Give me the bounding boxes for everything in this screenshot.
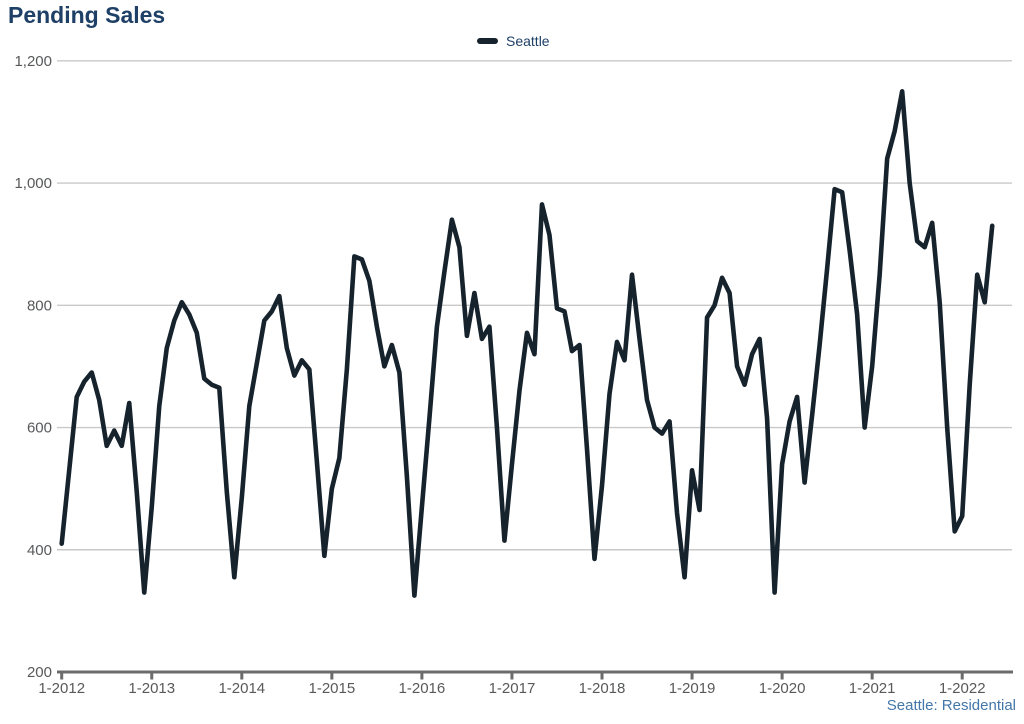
x-axis-label-1-2016: 1-2016 [399, 680, 446, 697]
x-axis-label-1-2015: 1-2015 [308, 680, 355, 697]
x-axis-label-1-2013: 1-2013 [128, 680, 175, 697]
y-axis-label-200: 200 [27, 664, 52, 681]
y-axis-label-1200: 1,200 [14, 53, 52, 70]
chart-legend: Seattle [477, 33, 550, 49]
y-axis-label-600: 600 [27, 420, 52, 437]
y-axis-label-800: 800 [27, 297, 52, 314]
x-axis-label-1-2021: 1-2021 [849, 680, 896, 697]
legend-label-seattle: Seattle [506, 33, 550, 49]
x-axis-label-1-2022: 1-2022 [939, 680, 986, 697]
y-axis-label-1000: 1,000 [14, 175, 52, 192]
x-axis-label-1-2019: 1-2019 [669, 680, 716, 697]
x-axis-label-1-2018: 1-2018 [579, 680, 626, 697]
x-axis-label-1-2020: 1-2020 [759, 680, 806, 697]
series-line-seattle [59, 89, 995, 598]
y-axis-label-400: 400 [27, 542, 52, 559]
x-axis-label-1-2012: 1-2012 [38, 680, 85, 697]
chart-footnote: Seattle: Residential [886, 697, 1016, 714]
legend-swatch-seattle [477, 38, 498, 44]
x-axis-label-1-2017: 1-2017 [489, 680, 536, 697]
chart-title: Pending Sales [8, 2, 166, 28]
x-axis-label-1-2014: 1-2014 [218, 680, 265, 697]
